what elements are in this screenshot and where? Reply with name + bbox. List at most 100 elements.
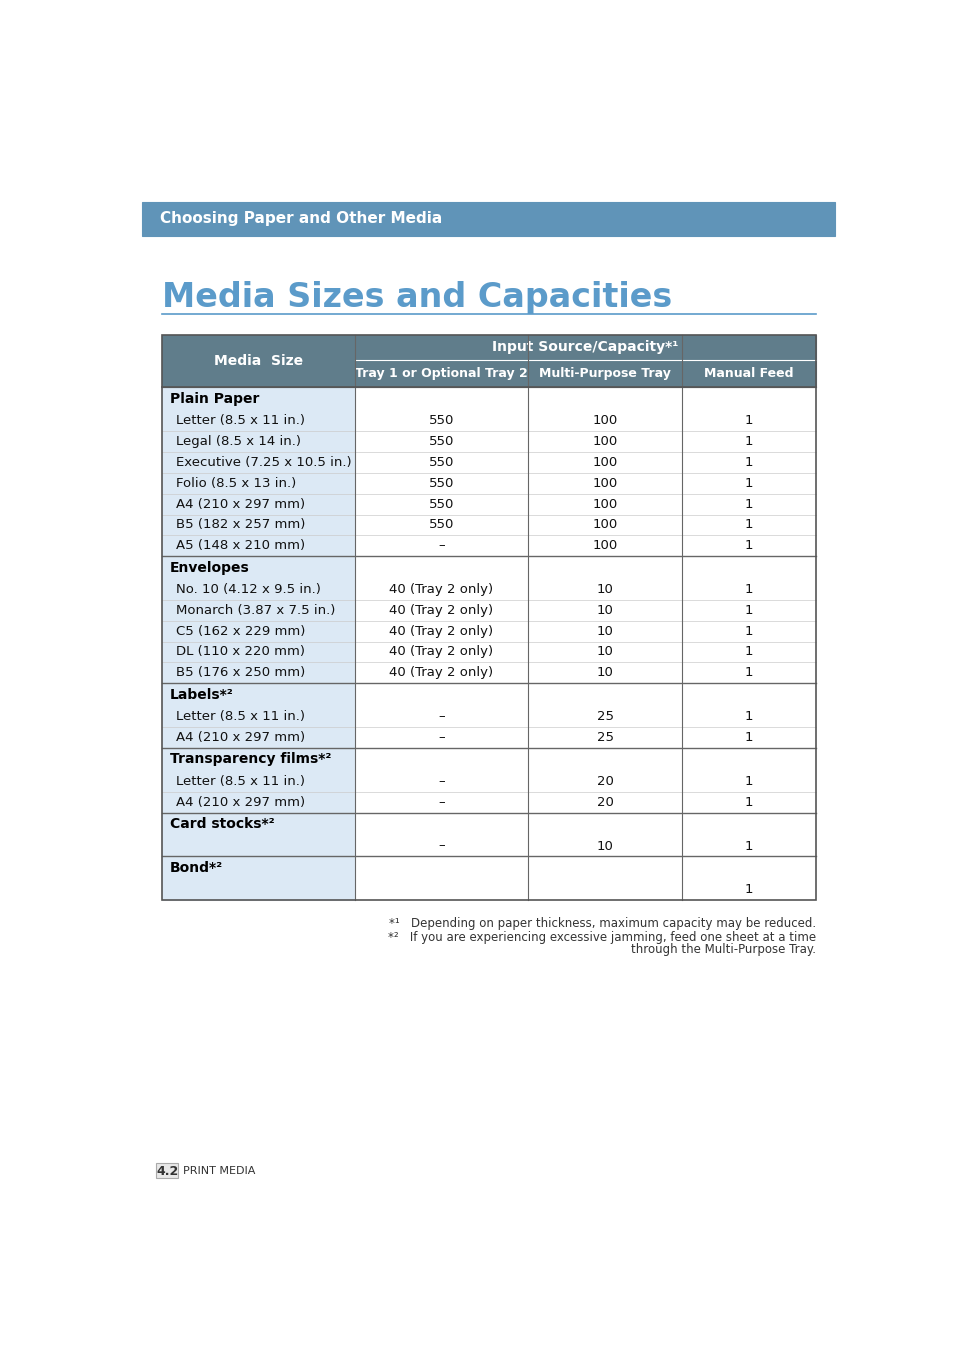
Text: Media  Size: Media Size: [213, 355, 303, 368]
Bar: [528, 556, 681, 579]
Text: A4 (210 x 297 mm): A4 (210 x 297 mm): [175, 731, 305, 743]
Text: 550: 550: [428, 518, 454, 532]
Text: Plain Paper: Plain Paper: [170, 393, 258, 406]
Bar: [355, 792, 528, 812]
Bar: [162, 857, 355, 880]
Text: A5 (148 x 210 mm): A5 (148 x 210 mm): [175, 540, 305, 552]
Text: 550: 550: [428, 414, 454, 428]
Text: 550: 550: [428, 476, 454, 490]
Bar: [162, 835, 355, 857]
Bar: [528, 514, 681, 536]
Text: 10: 10: [596, 583, 613, 596]
Bar: [162, 727, 355, 747]
Text: 1: 1: [744, 645, 752, 658]
Bar: [355, 812, 528, 835]
Text: 100: 100: [592, 436, 617, 448]
Text: 100: 100: [592, 414, 617, 428]
Text: 100: 100: [592, 518, 617, 532]
Bar: [355, 335, 815, 360]
Text: 1: 1: [744, 540, 752, 552]
Bar: [355, 473, 528, 494]
Text: 40 (Tray 2 only): 40 (Tray 2 only): [389, 583, 493, 596]
Text: 20: 20: [596, 796, 613, 808]
Bar: [162, 792, 355, 812]
Bar: [528, 683, 681, 707]
Bar: [162, 621, 355, 642]
Bar: [355, 662, 528, 683]
Bar: [162, 600, 355, 621]
Text: *²   If you are experiencing excessive jamming, feed one sheet at a time: *² If you are experiencing excessive jam…: [388, 931, 815, 944]
Bar: [355, 747, 528, 770]
Bar: [162, 770, 355, 792]
Bar: [162, 387, 355, 410]
Text: 1: 1: [744, 518, 752, 532]
Bar: [528, 432, 681, 452]
Bar: [355, 642, 528, 662]
Text: Executive (7.25 x 10.5 in.): Executive (7.25 x 10.5 in.): [175, 456, 351, 469]
Bar: [528, 494, 681, 514]
Text: Manual Feed: Manual Feed: [703, 367, 793, 380]
Text: A4 (210 x 297 mm): A4 (210 x 297 mm): [175, 498, 305, 511]
Text: B5 (182 x 257 mm): B5 (182 x 257 mm): [175, 518, 305, 532]
Text: 10: 10: [596, 839, 613, 853]
Bar: [355, 683, 528, 707]
Bar: [162, 880, 355, 900]
Text: Tray 1 or Optional Tray 2: Tray 1 or Optional Tray 2: [355, 367, 527, 380]
Bar: [142, 202, 835, 236]
Bar: [355, 556, 528, 579]
Text: –: –: [437, 796, 444, 808]
Bar: [355, 387, 528, 410]
Bar: [355, 857, 528, 880]
Bar: [681, 792, 815, 812]
Bar: [162, 536, 355, 556]
Bar: [162, 494, 355, 514]
Bar: [355, 494, 528, 514]
Text: 20: 20: [596, 774, 613, 788]
Bar: [528, 360, 681, 387]
Bar: [162, 432, 355, 452]
Bar: [681, 707, 815, 727]
Bar: [162, 812, 355, 835]
Text: –: –: [437, 774, 444, 788]
Bar: [355, 514, 528, 536]
Bar: [355, 432, 528, 452]
Text: 100: 100: [592, 498, 617, 511]
Bar: [162, 514, 355, 536]
Text: 40 (Tray 2 only): 40 (Tray 2 only): [389, 645, 493, 658]
Text: Transparency films*²: Transparency films*²: [170, 753, 331, 766]
Bar: [681, 621, 815, 642]
Bar: [156, 1163, 178, 1178]
Text: 40 (Tray 2 only): 40 (Tray 2 only): [389, 666, 493, 680]
Text: –: –: [437, 839, 444, 853]
Text: 1: 1: [744, 666, 752, 680]
Text: DL (110 x 220 mm): DL (110 x 220 mm): [175, 645, 305, 658]
Bar: [528, 835, 681, 857]
Bar: [528, 387, 681, 410]
Bar: [681, 683, 815, 707]
Bar: [681, 880, 815, 900]
Text: 40 (Tray 2 only): 40 (Tray 2 only): [389, 604, 493, 616]
Text: 100: 100: [592, 476, 617, 490]
Text: 1: 1: [744, 839, 752, 853]
Bar: [681, 387, 815, 410]
Text: 1: 1: [744, 731, 752, 743]
Bar: [681, 727, 815, 747]
Bar: [528, 642, 681, 662]
Text: Labels*²: Labels*²: [170, 688, 233, 701]
Bar: [681, 536, 815, 556]
Bar: [528, 662, 681, 683]
Bar: [528, 857, 681, 880]
Bar: [162, 335, 355, 387]
Bar: [528, 410, 681, 432]
Bar: [681, 857, 815, 880]
Bar: [528, 770, 681, 792]
Text: Choosing Paper and Other Media: Choosing Paper and Other Media: [159, 212, 441, 227]
Text: No. 10 (4.12 x 9.5 in.): No. 10 (4.12 x 9.5 in.): [175, 583, 320, 596]
Bar: [528, 880, 681, 900]
Bar: [162, 683, 355, 707]
Text: 4.2: 4.2: [156, 1164, 178, 1178]
Bar: [355, 707, 528, 727]
Text: PRINT MEDIA: PRINT MEDIA: [183, 1167, 254, 1176]
Text: 40 (Tray 2 only): 40 (Tray 2 only): [389, 625, 493, 638]
Bar: [162, 556, 355, 579]
